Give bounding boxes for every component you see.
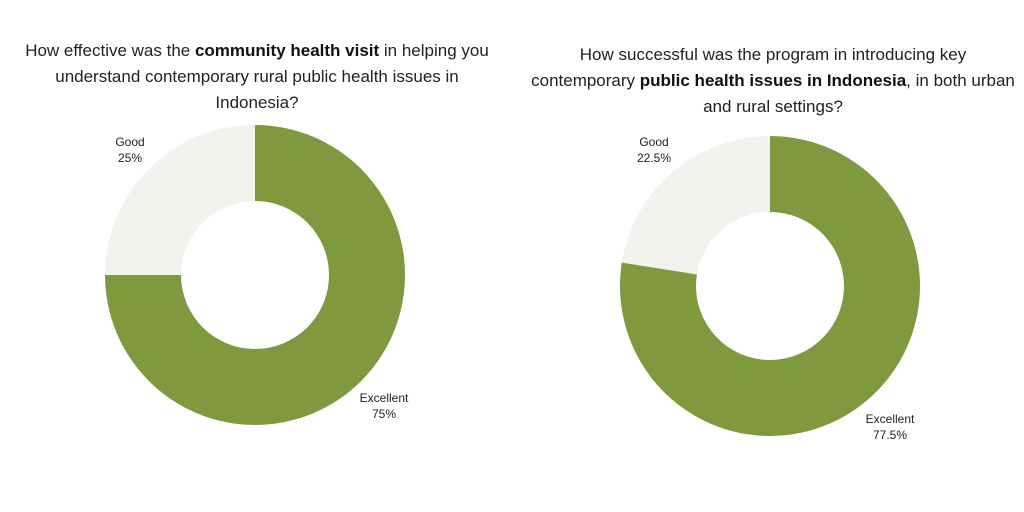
slice-value-good: 22.5%	[637, 151, 671, 165]
donut-slice-good	[621, 136, 770, 275]
donut-slice-excellent	[620, 136, 920, 437]
slice-label-good: Good	[639, 135, 668, 149]
slice-value-good: 25%	[118, 151, 142, 165]
chart-title-1-bold: community health visit	[194, 41, 380, 60]
donut-slice-good	[105, 125, 255, 275]
chart-title-1: How effective was the community health v…	[12, 38, 502, 116]
chart-title-2-bold: public health issues in Indonesia	[639, 71, 907, 90]
slice-label-excellent: Excellent	[866, 412, 915, 426]
slice-label-excellent: Excellent	[360, 391, 409, 405]
chart-title-1-pre: How effective was the	[25, 41, 195, 60]
chart-title-2: How successful was the program in introd…	[528, 42, 1018, 120]
chart-title-2-pre: How successful was the program in introd…	[531, 45, 967, 90]
chart-title-1-post: in helping you understand contemporary r…	[55, 41, 489, 112]
slice-value-excellent: 77.5%	[873, 428, 907, 442]
slice-value-excellent: 75%	[372, 407, 396, 421]
slice-label-good: Good	[115, 135, 144, 149]
donut-slice-excellent	[105, 125, 405, 425]
chart-title-2-post: , in both urban and rural settings?	[703, 71, 1015, 116]
